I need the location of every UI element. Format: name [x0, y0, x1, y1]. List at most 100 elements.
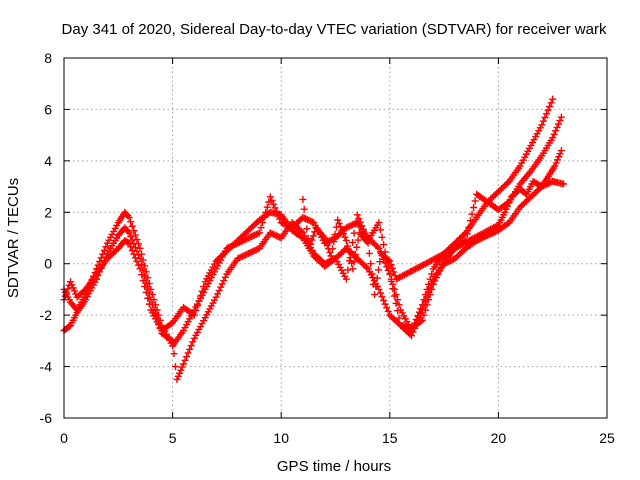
- data-point: [138, 260, 146, 268]
- data-point: [344, 242, 352, 250]
- data-point: [65, 322, 73, 330]
- data-point: [347, 222, 355, 230]
- data-point: [257, 224, 265, 232]
- data-point: [330, 238, 338, 246]
- data-point: [307, 240, 315, 248]
- y-tick-label: 0: [44, 256, 52, 272]
- data-point: [542, 110, 550, 118]
- data-point: [125, 229, 133, 237]
- data-point: [178, 363, 186, 371]
- data-point: [504, 179, 512, 187]
- data-point: [384, 307, 392, 315]
- data-point: [130, 250, 138, 258]
- data-point: [338, 226, 346, 234]
- data-point: [274, 233, 282, 241]
- data-point: [349, 265, 357, 273]
- x-tick-label: 15: [382, 430, 398, 446]
- data-point: [177, 366, 185, 374]
- data-point: [417, 310, 425, 318]
- data-point: [428, 285, 436, 293]
- data-point: [390, 268, 398, 276]
- plot-frame: [63, 57, 608, 419]
- data-point: [169, 337, 177, 345]
- data-point: [125, 213, 133, 221]
- data-point: [125, 239, 133, 247]
- data-point: [465, 223, 473, 231]
- data-point: [349, 221, 357, 229]
- data-point: [418, 316, 426, 324]
- series-track-4: [299, 147, 565, 299]
- data-point: [547, 99, 555, 107]
- data-point: [246, 233, 254, 241]
- data-point: [471, 197, 479, 205]
- data-point: [248, 233, 256, 241]
- data-point: [268, 197, 276, 205]
- data-point: [546, 102, 554, 110]
- data-point: [373, 274, 381, 282]
- data-point: [376, 289, 384, 297]
- data-point: [142, 288, 150, 296]
- data-point: [378, 233, 386, 241]
- data-point: [337, 223, 345, 231]
- data-point: [245, 249, 253, 257]
- data-point: [134, 261, 142, 269]
- data-point: [139, 256, 147, 264]
- data-point: [145, 300, 153, 308]
- data-point: [307, 217, 315, 225]
- data-point: [538, 121, 546, 129]
- chart-title: Day 341 of 2020, Sidereal Day-to-day VTE…: [62, 21, 607, 38]
- data-point: [254, 230, 262, 238]
- y-tick-label: 6: [44, 101, 52, 117]
- data-point: [552, 159, 560, 167]
- data-point: [255, 229, 263, 237]
- data-point: [376, 258, 384, 266]
- data-point: [334, 216, 342, 224]
- data-point: [506, 196, 514, 204]
- data-point: [342, 224, 350, 232]
- data-point: [127, 218, 135, 226]
- data-point: [127, 243, 135, 251]
- data-point: [387, 277, 395, 285]
- data-point: [328, 245, 336, 253]
- data-point: [345, 222, 353, 230]
- data-point: [252, 246, 260, 254]
- data-point: [425, 296, 433, 304]
- data-point: [144, 284, 152, 292]
- data-point: [423, 301, 431, 309]
- data-point: [375, 244, 383, 252]
- data-point: [549, 95, 557, 103]
- data-point: [344, 266, 352, 274]
- data-point: [268, 230, 276, 238]
- data-point: [541, 114, 549, 122]
- data-point: [426, 284, 434, 292]
- y-tick-label: -4: [40, 359, 53, 375]
- data-point: [448, 256, 456, 264]
- data-point: [147, 285, 155, 293]
- data-point: [303, 225, 311, 233]
- data-point: [212, 293, 220, 301]
- data-point: [249, 232, 257, 240]
- data-point: [167, 320, 175, 328]
- data-point: [70, 287, 78, 295]
- data-point: [350, 258, 358, 266]
- data-point: [327, 252, 335, 260]
- data-point: [346, 254, 354, 262]
- data-point: [237, 253, 245, 261]
- data-point: [353, 211, 361, 219]
- data-point: [395, 314, 403, 322]
- data-point: [265, 198, 273, 206]
- data-point: [351, 250, 359, 258]
- data-point: [352, 220, 360, 228]
- data-point: [299, 195, 307, 203]
- data-point: [276, 233, 284, 241]
- data-point: [252, 230, 260, 238]
- data-point: [240, 252, 248, 260]
- data-point: [171, 363, 179, 371]
- data-point: [468, 210, 476, 218]
- data-point: [141, 262, 149, 270]
- data-point: [432, 274, 440, 282]
- data-point: [248, 248, 256, 256]
- data-point: [386, 270, 394, 278]
- data-point: [130, 227, 138, 235]
- data-point: [470, 204, 478, 212]
